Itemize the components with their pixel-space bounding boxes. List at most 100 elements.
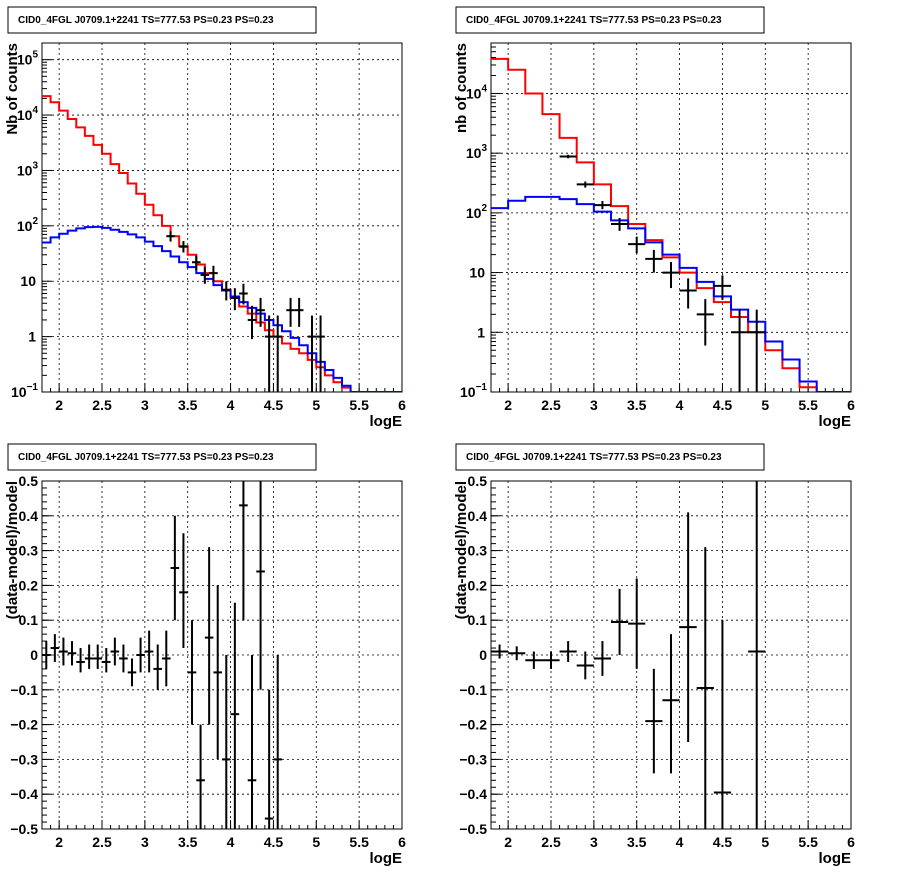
y-tick-label: 0.5 (468, 473, 488, 489)
chart-panel-3: CID0_4FGL J0709.1+2241 TS=777.53 PS=0.23… (4, 443, 406, 867)
data-point (294, 297, 304, 327)
chart-title: CID0_4FGL J0709.1+2241 TS=777.53 PS=0.23… (18, 15, 274, 26)
y-tick-label: 0 (479, 647, 487, 663)
x-tick-label: 5 (761, 397, 769, 413)
data-point (84, 644, 94, 669)
data-point (628, 236, 646, 254)
x-tick-label: 5.5 (349, 834, 369, 850)
data-point (628, 578, 646, 669)
data-point (222, 281, 231, 301)
x-tick-label: 2 (55, 397, 63, 413)
data-point (273, 655, 282, 829)
x-tick-label: 5 (761, 834, 769, 850)
chart-title: CID0_4FGL J0709.1+2241 TS=777.53 PS=0.23… (18, 452, 274, 463)
x-axis-label: logE (370, 413, 403, 430)
x-tick-label: 3.5 (178, 397, 198, 413)
data-point (576, 651, 594, 680)
data-point (662, 262, 680, 289)
y-tick-label: 103 (466, 143, 488, 161)
data-point (748, 481, 766, 829)
chart-panel-4: CID0_4FGL J0709.1+2241 TS=777.53 PS=0.23… (453, 443, 855, 867)
data-point (611, 588, 629, 655)
title-box (7, 443, 317, 471)
x-tick-label: 2.5 (92, 397, 112, 413)
x-tick-label: 4 (676, 834, 684, 850)
y-tick-label: 10−1 (11, 382, 38, 400)
x-tick-label: 2.5 (541, 397, 561, 413)
x-axis-label: logE (819, 413, 852, 430)
data-point (679, 278, 697, 309)
data-point (204, 547, 214, 725)
plot-area (42, 95, 402, 392)
x-tick-label: 3.5 (178, 834, 198, 850)
y-tick-label: −0.3 (459, 751, 487, 767)
title-box (7, 6, 317, 34)
data-point (256, 481, 265, 690)
x-tick-label: 5 (312, 397, 320, 413)
data-point (264, 689, 274, 829)
data-point (645, 249, 663, 273)
x-axis-label: logE (370, 850, 403, 867)
data-point (213, 585, 222, 760)
data-point (93, 644, 102, 669)
x-tick-label: 4.5 (264, 834, 284, 850)
plot-area (491, 481, 766, 829)
y-tick-label: −0.5 (10, 821, 38, 837)
y-tick-label: −0.4 (10, 786, 38, 802)
chart-title: CID0_4FGL J0709.1+2241 TS=777.53 PS=0.23… (466, 15, 722, 26)
data-point (264, 315, 274, 392)
y-tick-label: 0.3 (19, 543, 39, 559)
y-axis-label: Nb of counts (4, 43, 21, 135)
y-tick-label: 0.1 (468, 612, 488, 628)
y-tick-label: 0.4 (468, 508, 488, 524)
x-tick-label: 3 (590, 397, 598, 413)
data-point (179, 241, 188, 253)
data-point (731, 309, 749, 392)
x-tick-label: 2.5 (92, 834, 112, 850)
title-box (455, 443, 765, 471)
x-tick-label: 4.5 (713, 834, 733, 850)
data-point (748, 309, 766, 392)
y-tick-label: 0.3 (468, 543, 488, 559)
title-box (455, 6, 765, 34)
y-tick-label: 0 (30, 647, 38, 663)
data-point (162, 630, 171, 687)
data-point (170, 515, 180, 621)
y-axis-label: nb of counts (453, 43, 470, 133)
data-point (136, 637, 145, 673)
chart-title: CID0_4FGL J0709.1+2241 TS=777.53 PS=0.23… (466, 452, 722, 463)
data-point (42, 641, 51, 669)
data-point (102, 648, 111, 673)
x-tick-label: 3 (141, 834, 149, 850)
y-axis-label: (data-model)/model (453, 481, 470, 619)
data-point (239, 481, 248, 621)
y-tick-label: 0.1 (19, 612, 39, 628)
x-tick-label: 5.5 (349, 397, 369, 413)
data-point (286, 297, 295, 327)
y-tick-label: 10 (469, 265, 485, 281)
y-tick-label: 1 (477, 324, 485, 340)
data-point (196, 724, 205, 829)
data-point (593, 201, 611, 210)
histogram-series-blue (491, 195, 851, 392)
data-point (67, 641, 77, 666)
x-tick-label: 2 (504, 834, 512, 850)
plot-area (42, 481, 282, 829)
data-point (144, 630, 154, 673)
data-point (247, 655, 257, 829)
data-point (247, 305, 257, 340)
x-tick-label: 4 (676, 397, 684, 413)
y-tick-label: −0.1 (459, 682, 487, 698)
chart-panel-1: CID0_4FGL J0709.1+2241 TS=777.53 PS=0.23… (4, 6, 406, 430)
data-point (222, 655, 231, 829)
data-point (307, 315, 317, 392)
data-point (209, 265, 218, 282)
y-tick-label: −0.2 (10, 717, 38, 733)
y-tick-label: −0.4 (459, 786, 487, 802)
y-axis-label: (data-model)/model (4, 481, 21, 619)
x-tick-label: 6 (398, 834, 406, 850)
data-point (50, 634, 60, 662)
data-point (542, 651, 560, 669)
y-tick-label: 1 (28, 329, 36, 345)
